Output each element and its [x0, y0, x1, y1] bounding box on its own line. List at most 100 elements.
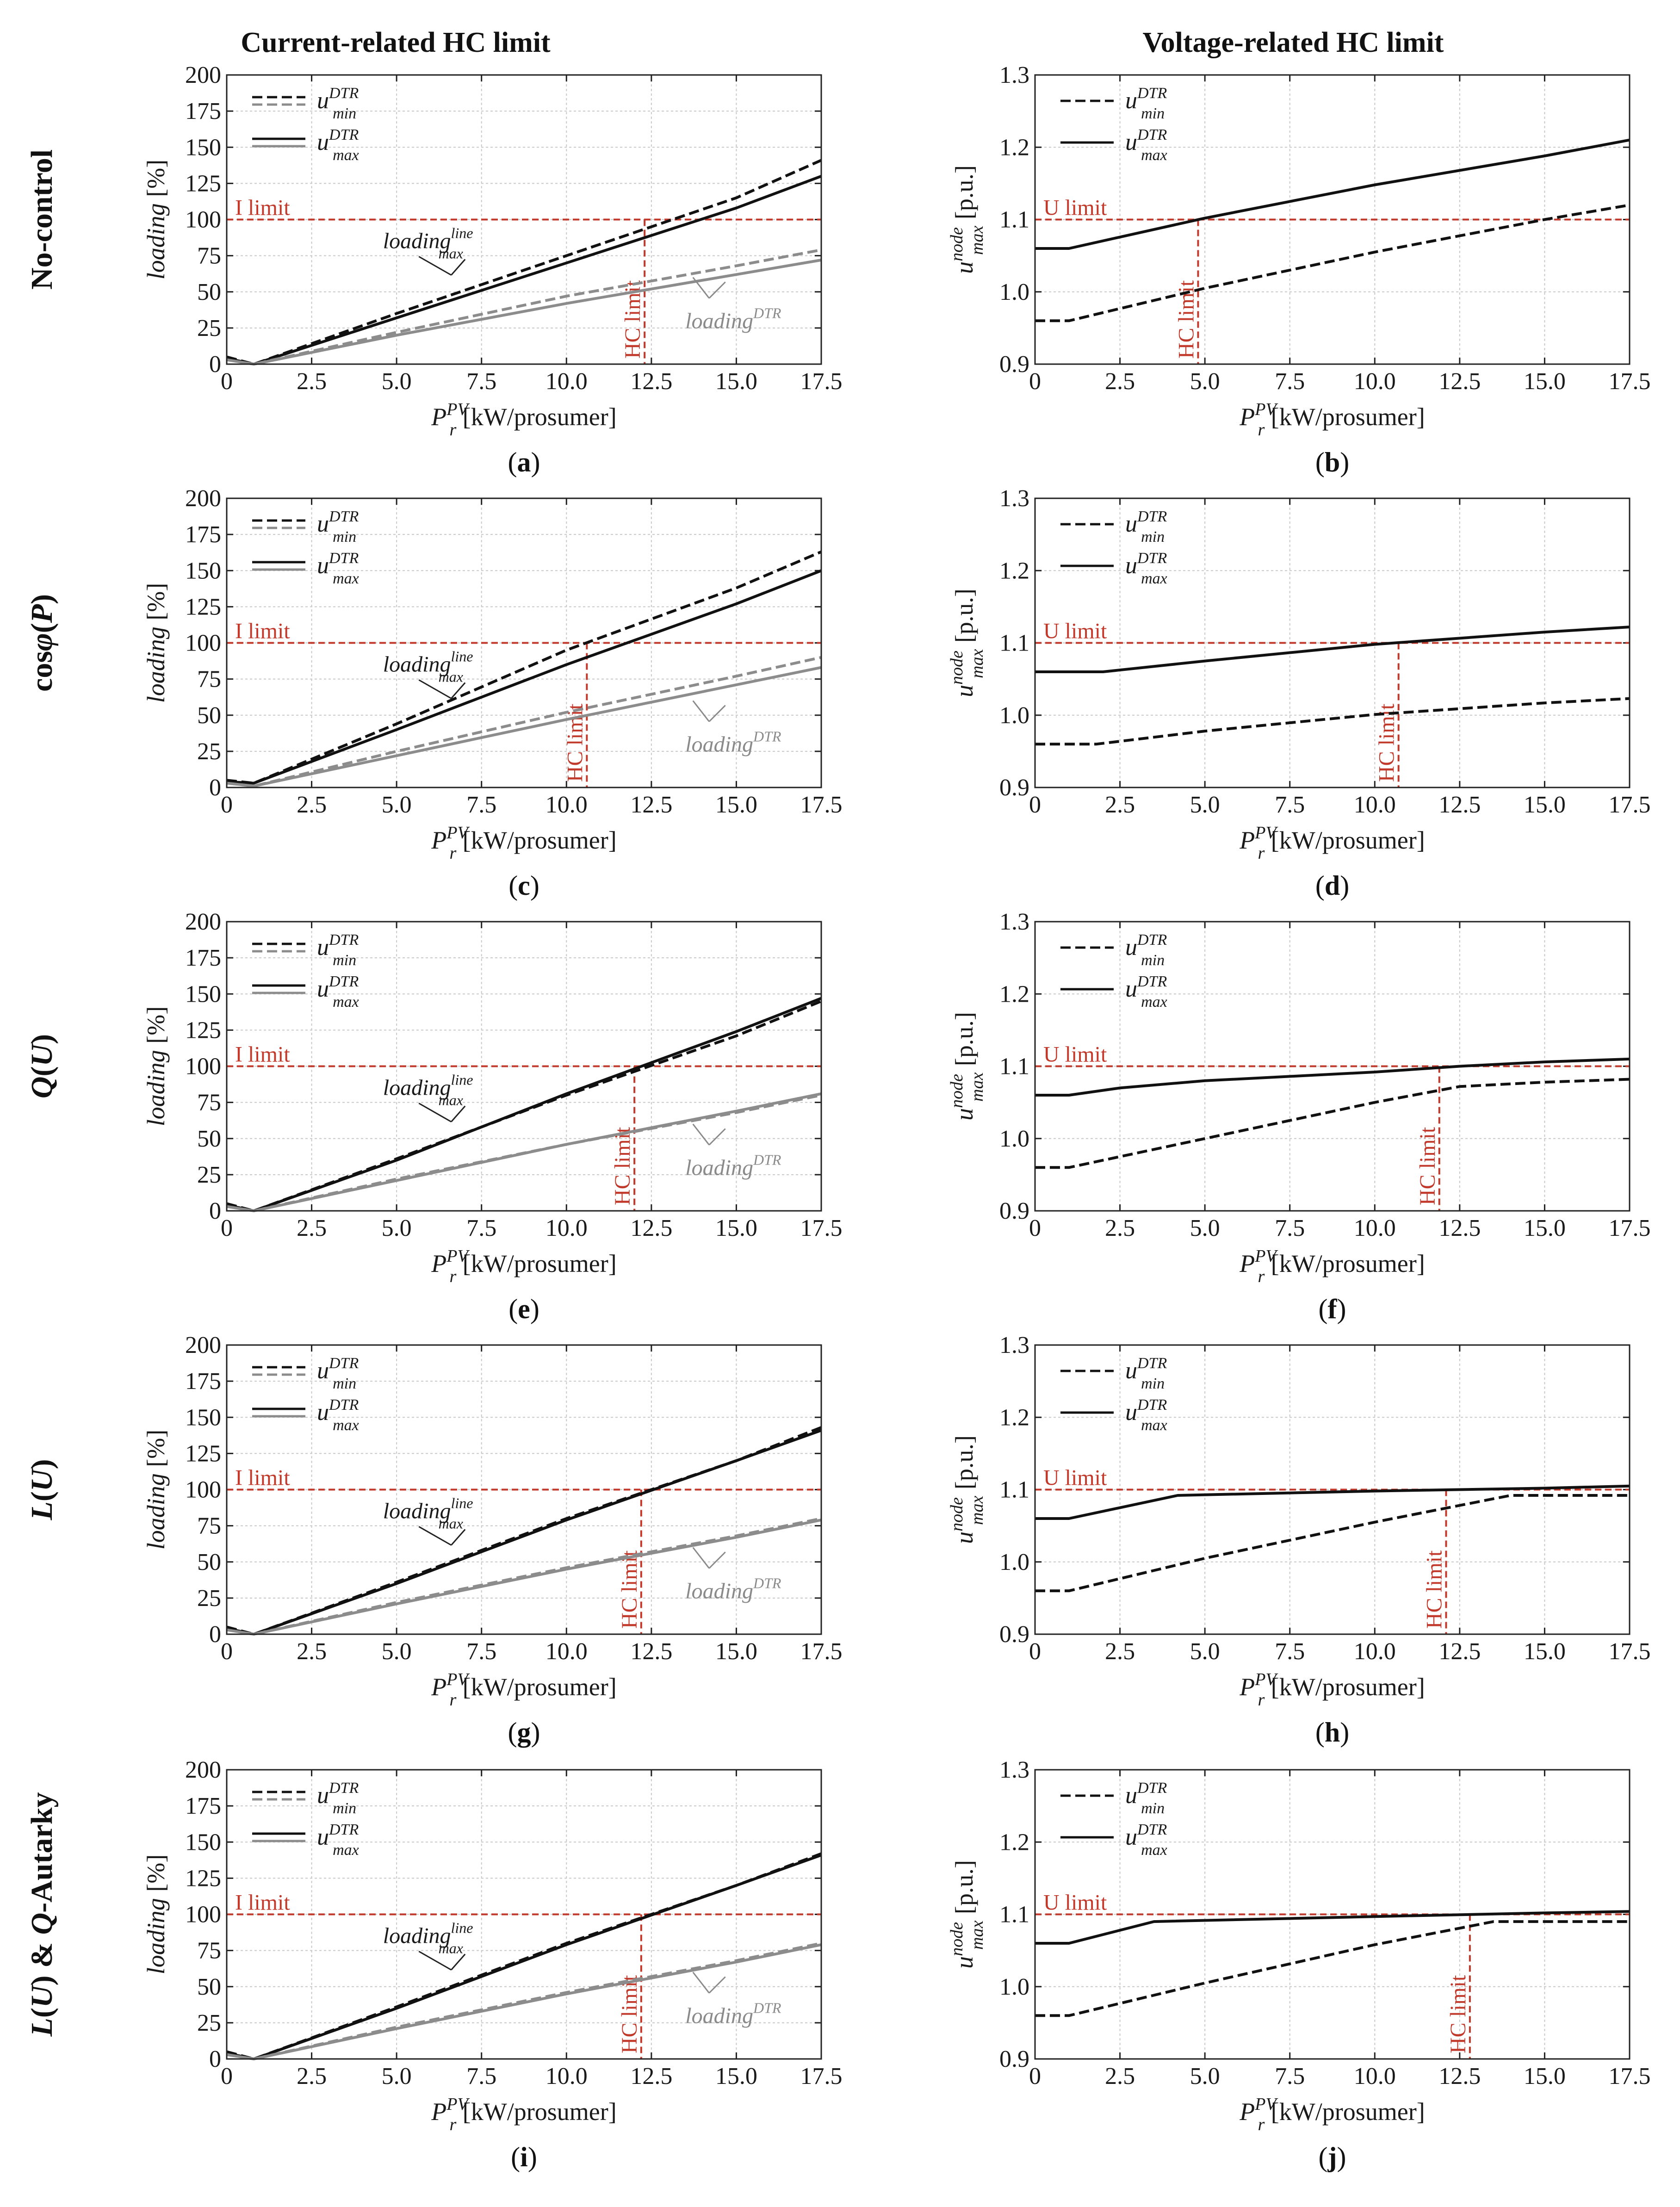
- series-line-0: [1035, 1078, 1630, 1169]
- x-tick-label: 2.5: [1105, 792, 1135, 818]
- series-line-1: [1035, 626, 1630, 673]
- y-tick-label: 1.3: [999, 1757, 1029, 1783]
- y-tick-label: 1.3: [999, 909, 1029, 935]
- x-axis-label: PPV r [kW/prosumer]: [431, 400, 616, 440]
- x-axis-label: PPV r [kW/prosumer]: [1239, 400, 1425, 440]
- y-tick-label: 0.9: [999, 351, 1029, 378]
- y-tick-label: 75: [197, 1090, 221, 1116]
- x-tick-label: 17.5: [800, 792, 843, 818]
- y-axis-label: unodemax [p.u.]: [947, 589, 987, 697]
- hc-limit-label: HC limit: [1375, 703, 1399, 782]
- panel-letter: (j): [1319, 2142, 1346, 2172]
- legend: uDTR min uDTR max: [1060, 931, 1167, 1011]
- panel-letter: (c): [508, 870, 539, 901]
- series-line-0: [1035, 1494, 1630, 1593]
- hc-limit-label: HC limit: [610, 1127, 635, 1205]
- x-tick-label: 7.5: [466, 1638, 496, 1665]
- y-tick-label: 1.0: [999, 1549, 1029, 1575]
- y-tick-label: 1.1: [999, 1054, 1029, 1080]
- limit-label: U limit: [1043, 1466, 1107, 1490]
- y-tick-label: 0: [209, 2046, 221, 2072]
- series-line-3: [226, 1092, 822, 1212]
- x-tick-label: 5.0: [1190, 368, 1220, 395]
- x-tick-label: 10.0: [1354, 792, 1396, 818]
- y-tick-label: 0.9: [999, 2046, 1029, 2072]
- legend: uDTR min uDTR max: [252, 508, 359, 587]
- y-tick-label: 125: [185, 170, 221, 197]
- y-tick-label: 1.3: [999, 62, 1029, 88]
- series-line-0: [1035, 1920, 1630, 2017]
- x-tick-label: 12.5: [1438, 1215, 1481, 1241]
- y-axis-label: loading [%]: [142, 160, 170, 279]
- plot-frame: [1034, 74, 1630, 365]
- row-titles: No-control cosφ(P) Q(U) L(U) L(U) & Q-Autark…: [25, 149, 59, 2037]
- x-tick-label: 0: [1029, 792, 1041, 818]
- x-tick-label: 15.0: [1524, 1638, 1566, 1665]
- y-tick-label: 175: [185, 521, 221, 548]
- panel-letter: (i): [511, 2142, 537, 2172]
- x-tick-label: 12.5: [1438, 368, 1481, 395]
- series-line-3: [226, 1519, 822, 1636]
- y-tick-label: 150: [185, 134, 221, 161]
- y-tick-label: 200: [185, 1332, 221, 1358]
- hc-limit-label: HC limit: [617, 1975, 642, 2053]
- x-tick-label: 0: [1029, 1638, 1041, 1665]
- y-axis-label: loading [%]: [142, 1430, 170, 1550]
- y-tick-label: 25: [197, 1162, 221, 1188]
- x-tick-label: 0: [1029, 1215, 1041, 1241]
- y-tick-label: 1.2: [999, 134, 1029, 161]
- series-line-1: [226, 1854, 822, 2060]
- x-tick-label: 10.0: [546, 1215, 588, 1241]
- y-tick-label: 1.1: [999, 207, 1029, 233]
- x-tick-label: 5.0: [1190, 792, 1220, 818]
- series-annotations: loadingline max loadingDTR: [383, 648, 781, 757]
- svg-text:loadingDTR: loadingDTR: [685, 728, 781, 757]
- x-tick-label: 7.5: [1275, 792, 1305, 818]
- plot-frame: [226, 1769, 822, 2060]
- legend: uDTR min uDTR max: [1060, 1355, 1167, 1434]
- x-tick-label: 17.5: [1609, 1215, 1651, 1241]
- panel-j: 0 2.5 5.0 7.5 10.0 12.5 15.0 17.5 0.9 1.0 1.1 1.2 1.…: [947, 1757, 1651, 2172]
- x-tick-label: 17.5: [1609, 368, 1651, 395]
- limit-label: U limit: [1043, 1042, 1107, 1067]
- panel-f: 0 2.5 5.0 7.5 10.0 12.5 15.0 17.5 0.9 1.0 1.1 1.2 1.…: [947, 909, 1651, 1324]
- x-tick-label: 15.0: [715, 1215, 757, 1241]
- x-axis-label: PPV r [kW/prosumer]: [1239, 1246, 1425, 1286]
- y-tick-label: 50: [197, 279, 221, 305]
- y-tick-label: 100: [185, 207, 221, 233]
- x-tick-label: 5.0: [382, 1215, 412, 1241]
- panel-letter: (f): [1319, 1294, 1346, 1324]
- y-tick-label: 125: [185, 1017, 221, 1043]
- x-tick-label: 17.5: [800, 368, 843, 395]
- legend: uDTR min uDTR max: [1060, 85, 1167, 164]
- x-tick-label: 12.5: [630, 1215, 672, 1241]
- y-tick-label: 100: [185, 1054, 221, 1080]
- x-tick-label: 5.0: [382, 2063, 412, 2089]
- panel-c: 0 2.5 5.0 7.5 10.0 12.5 15.0 17.5 0 25 50 75 100 125 1…: [142, 485, 843, 901]
- x-tick-label: 7.5: [1275, 368, 1305, 395]
- y-tick-label: 0.9: [999, 775, 1029, 801]
- y-tick-label: 150: [185, 1404, 221, 1431]
- panel-b: 0 2.5 5.0 7.5 10.0 12.5 15.0 17.5 0.9 1.0 1.1 1.2 1.…: [947, 62, 1651, 477]
- chart-panels: 0 2.5 5.0 7.5 10.0 12.5 15.0 17.5 0 25 50 75 100 125 1…: [142, 62, 1651, 2172]
- x-tick-label: 15.0: [715, 792, 757, 818]
- y-tick-label: 0: [209, 1198, 221, 1224]
- y-axis-label: loading [%]: [142, 1854, 170, 1974]
- x-tick-label: 5.0: [1190, 1215, 1220, 1241]
- x-tick-label: 15.0: [715, 1638, 757, 1665]
- series-line-1: [1035, 1057, 1630, 1097]
- plot-frame: [226, 1344, 822, 1635]
- limit-label: I limit: [235, 619, 290, 644]
- y-tick-label: 25: [197, 738, 221, 765]
- figure-headers: Current-related HC limit Voltage-related…: [241, 27, 1444, 58]
- x-tick-label: 5.0: [382, 1638, 412, 1665]
- x-tick-label: 7.5: [1275, 1215, 1305, 1241]
- x-tick-label: 10.0: [1354, 1638, 1396, 1665]
